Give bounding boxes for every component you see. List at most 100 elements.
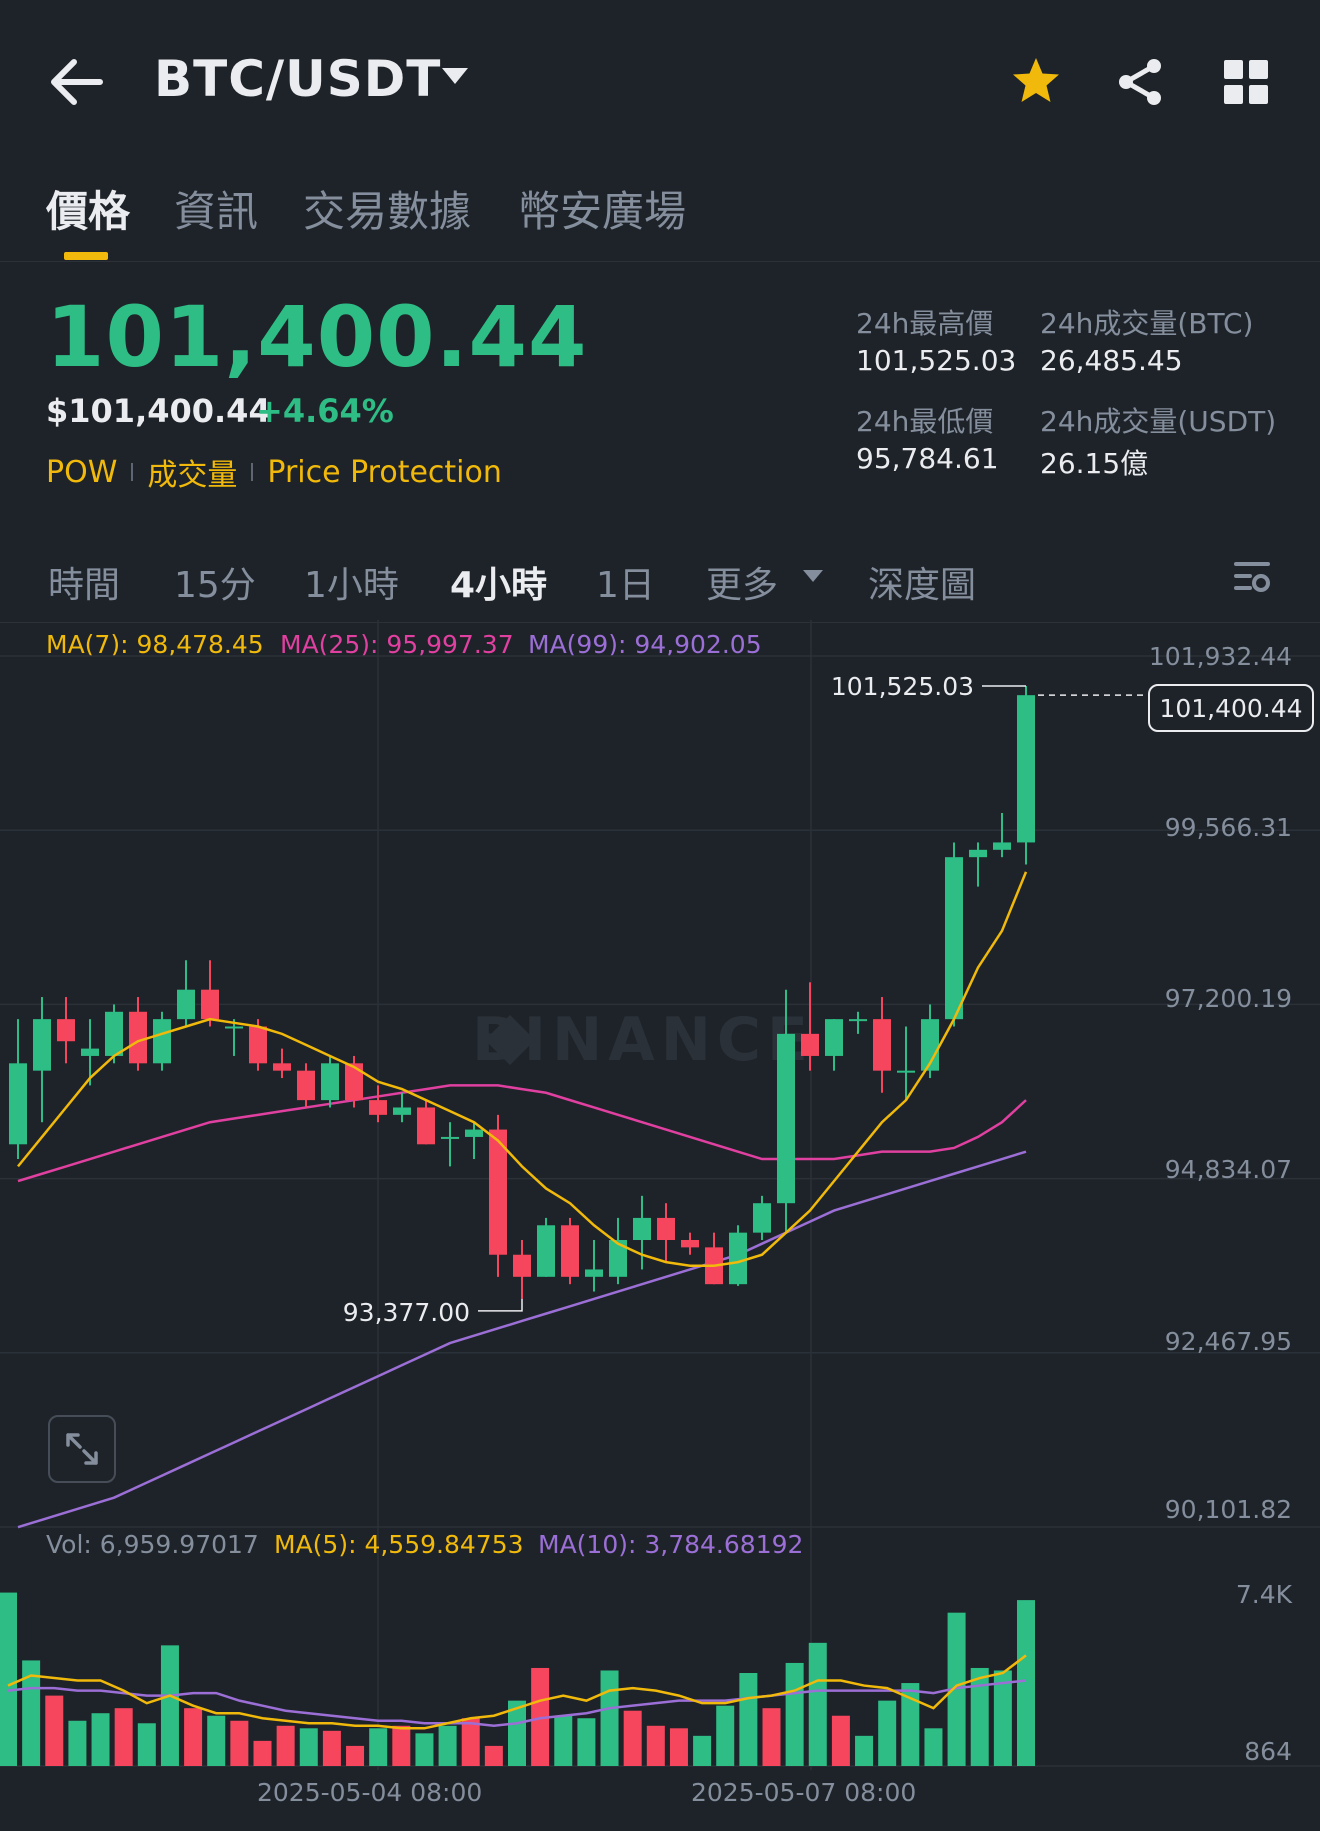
interval-15m[interactable]: 15分 [174,565,256,606]
interval-more[interactable]: 更多 [706,565,779,606]
candle-body [969,849,987,858]
candle-body [417,1107,435,1145]
candles [9,685,1035,1299]
volume-bar [137,1723,156,1766]
volume-bar [554,1715,573,1766]
volume-bar [207,1715,226,1766]
volume-bar [993,1670,1012,1766]
candle-body [33,1019,51,1071]
interval-1d[interactable]: 1日 [596,565,655,606]
candle-body [321,1063,339,1101]
candle-body [441,1136,459,1139]
ma99-path [17,1150,1027,1529]
volume-axis-label: 7.4K [1235,1580,1292,1609]
volume-ma5-path [7,1654,1027,1730]
vol-btc-label: 24h成交量(BTC) [1040,307,1254,340]
candle-body [9,1063,27,1145]
volume-bar [461,1718,480,1766]
pair-dropdown-icon[interactable] [442,68,468,84]
volume-bars [0,1592,1035,1766]
volume-axis-label: 864 [1244,1737,1292,1766]
interval-time[interactable]: 時間 [48,565,121,606]
volume-bar [230,1720,249,1766]
volume-bar [739,1673,758,1766]
volume-bar [623,1710,642,1766]
price-axis-label: 101,932.44 [1148,642,1292,671]
candle-body [297,1070,315,1101]
high-label: 24h最高價 [856,307,994,340]
share-icon[interactable] [1110,52,1170,112]
tag-volume[interactable]: 成交量 [147,458,238,493]
candle-body [57,1019,75,1042]
tab-trading-data[interactable]: 交易數據 [303,187,472,236]
volume-bar [184,1708,203,1766]
candle-body [537,1225,555,1277]
tab-binance-square[interactable]: 幣安廣場 [518,187,687,236]
candle-body [801,1033,819,1056]
low-label: 24h最低價 [856,405,994,438]
candle-body [657,1217,675,1241]
volume-bar [577,1718,596,1766]
chart-settings-icon[interactable] [1232,556,1272,596]
interval-depth-chart[interactable]: 深度圖 [868,565,977,606]
favorite-star-icon[interactable] [1006,52,1066,112]
ma7-line [17,871,1028,1268]
candle-body [849,1019,867,1022]
x-axis-label: 2025-05-07 08:00 [691,1778,917,1807]
candle-body [561,1225,579,1277]
tag-price-protection[interactable]: Price Protection [267,454,502,490]
tab-price[interactable]: 價格 [46,187,131,236]
price-axis-label: 94,834.07 [1164,1155,1292,1184]
more-dropdown-icon[interactable] [803,570,823,582]
candle-body [489,1129,507,1255]
volume-bar [600,1670,619,1766]
volume-bar [160,1645,179,1766]
candle-body [345,1063,363,1101]
ma25-line [17,1084,1027,1183]
price-axis-label: 90,101.82 [1164,1495,1292,1524]
binance-logo-watermark [485,1015,535,1065]
volume-bar [808,1642,827,1766]
ma7-path [17,871,1028,1268]
volume-bar [669,1728,688,1766]
volume-bar [415,1733,434,1766]
volume-ma5-legend: MA(5): 4,559.84753 [274,1530,524,1559]
candle-body [393,1107,411,1115]
volume-bar [831,1715,850,1766]
divider [0,261,1320,262]
volume-bar [970,1667,989,1766]
volume-bar [253,1740,272,1766]
candle-body [897,1070,915,1073]
chart-grid [0,620,1320,1770]
volume-bar [45,1695,64,1766]
candle-body [729,1232,747,1285]
tab-info[interactable]: 資訊 [174,187,259,236]
grid-menu-icon[interactable] [1216,52,1276,112]
high-marker-label: 101,525.03 [831,672,974,701]
candle-body [585,1269,603,1277]
ma99-legend: MA(99): 94,902.05 [528,630,762,659]
back-arrow-icon[interactable] [48,56,104,108]
candle-body [177,989,195,1020]
candle-body [81,1048,99,1056]
pair-title[interactable]: BTC/USDT [154,50,442,108]
candle-body [465,1129,483,1137]
candle-body [249,1026,267,1064]
candle-body [513,1254,531,1277]
tag-pow[interactable]: POW [46,454,118,490]
volume-bar [855,1735,874,1766]
interval-4h[interactable]: 4小時 [450,565,548,606]
vol-usdt-value: 26.15億 [1040,447,1149,480]
low-value: 95,784.61 [856,442,999,475]
candle-body [369,1100,387,1115]
volume-bar [114,1708,133,1766]
candle-body [945,857,963,1020]
volume-bar [369,1728,388,1766]
last-price: 101,400.44 [46,288,588,386]
x-axis-label: 2025-05-04 08:00 [257,1778,483,1807]
candle-body [273,1063,291,1071]
interval-1h[interactable]: 1小時 [304,565,399,606]
fullscreen-button[interactable] [48,1415,116,1483]
volume-bar [762,1708,781,1766]
